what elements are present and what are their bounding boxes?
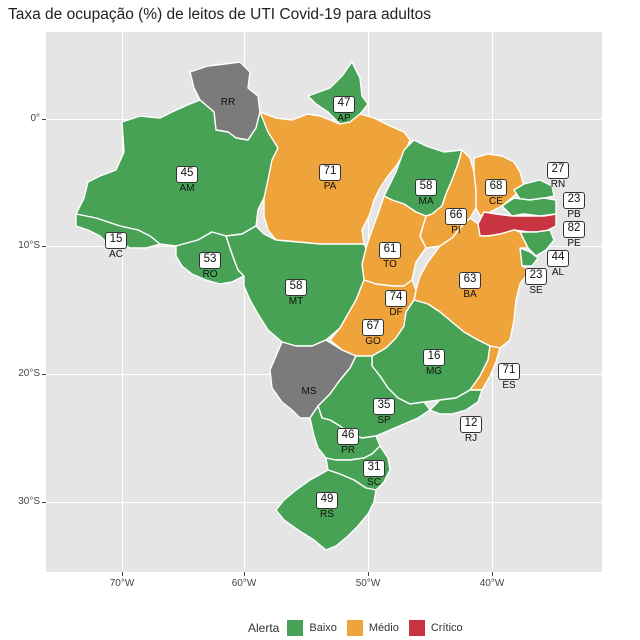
legend-label: Baixo (309, 622, 337, 634)
state-pb[interactable] (501, 197, 557, 217)
state-ac[interactable] (75, 213, 161, 249)
legend-label: Médio (368, 622, 399, 634)
y-tick-label: 20°S (18, 368, 40, 379)
x-tick (492, 572, 493, 576)
state-label: 71 ES (498, 361, 520, 391)
legend-title: Alerta (248, 621, 280, 635)
state-label: 74 DF (385, 288, 407, 318)
state-label: 61 TO (379, 240, 401, 270)
map-panel: RR 47 AP 45 AM 71 PA 58 MA 68 CE 27 RN 23 PB 82… (46, 32, 602, 572)
state-label: 58 MT (285, 277, 307, 307)
state-label: 53 RO (199, 250, 221, 280)
state-label: 23 SE (525, 266, 547, 296)
y-tick-label: 30°S (18, 496, 40, 507)
state-label: 68 CE (485, 177, 507, 207)
state-rj[interactable] (429, 389, 483, 415)
state-label: 44 AL (547, 248, 569, 278)
legend-item-critico: Crítico (408, 620, 463, 636)
state-label: 66 PI (445, 206, 467, 236)
state-label: 35 SP (373, 396, 395, 426)
legend-item-medio: Médio (346, 620, 399, 636)
x-tick (368, 572, 369, 576)
legend-swatch (287, 620, 304, 636)
state-label: 45 AM (176, 164, 198, 194)
legend-swatch (408, 620, 425, 636)
state-label: 71 PA (319, 162, 341, 192)
x-tick-label: 60°W (231, 578, 257, 589)
state-label: 58 MA (415, 177, 437, 207)
state-label: 23 PB (563, 190, 585, 220)
map-title: Taxa de ocupação (%) de leitos de UTI Co… (8, 6, 432, 23)
state-label: 27 RN (547, 160, 569, 190)
state-label: 46 PR (337, 426, 359, 456)
y-tick (42, 119, 46, 120)
state-label: 49 RS (316, 490, 338, 520)
state-label: 67 GO (362, 317, 384, 347)
gridline-70w (122, 32, 123, 572)
state-label: 15 AC (105, 230, 127, 260)
x-tick-label: 70°W (109, 578, 135, 589)
y-tick-label: 0° (30, 113, 40, 124)
state-label: 12 RJ (460, 414, 482, 444)
legend: Alerta Baixo Médio Crítico (248, 620, 473, 636)
state-label: MS (301, 386, 317, 397)
gridline-60w (244, 32, 245, 572)
y-tick (42, 374, 46, 375)
legend-item-baixo: Baixo (287, 620, 337, 636)
legend-label: Crítico (430, 622, 463, 634)
x-tick (122, 572, 123, 576)
state-label: 63 BA (459, 270, 481, 300)
x-tick (244, 572, 245, 576)
legend-swatch (346, 620, 363, 636)
y-tick-label: 10°S (18, 240, 40, 251)
state-al[interactable] (519, 229, 555, 257)
state-sp[interactable] (317, 355, 431, 439)
y-tick (42, 246, 46, 247)
x-tick-label: 50°W (355, 578, 381, 589)
state-rs[interactable] (275, 469, 377, 551)
state-label: 16 MG (423, 347, 445, 377)
y-tick (42, 502, 46, 503)
state-label: 47 AP (333, 94, 355, 124)
state-label: 31 SC (363, 458, 385, 488)
state-label: RR (220, 97, 236, 108)
x-tick-label: 40°W (479, 578, 505, 589)
state-label: 82 PE (563, 219, 585, 249)
